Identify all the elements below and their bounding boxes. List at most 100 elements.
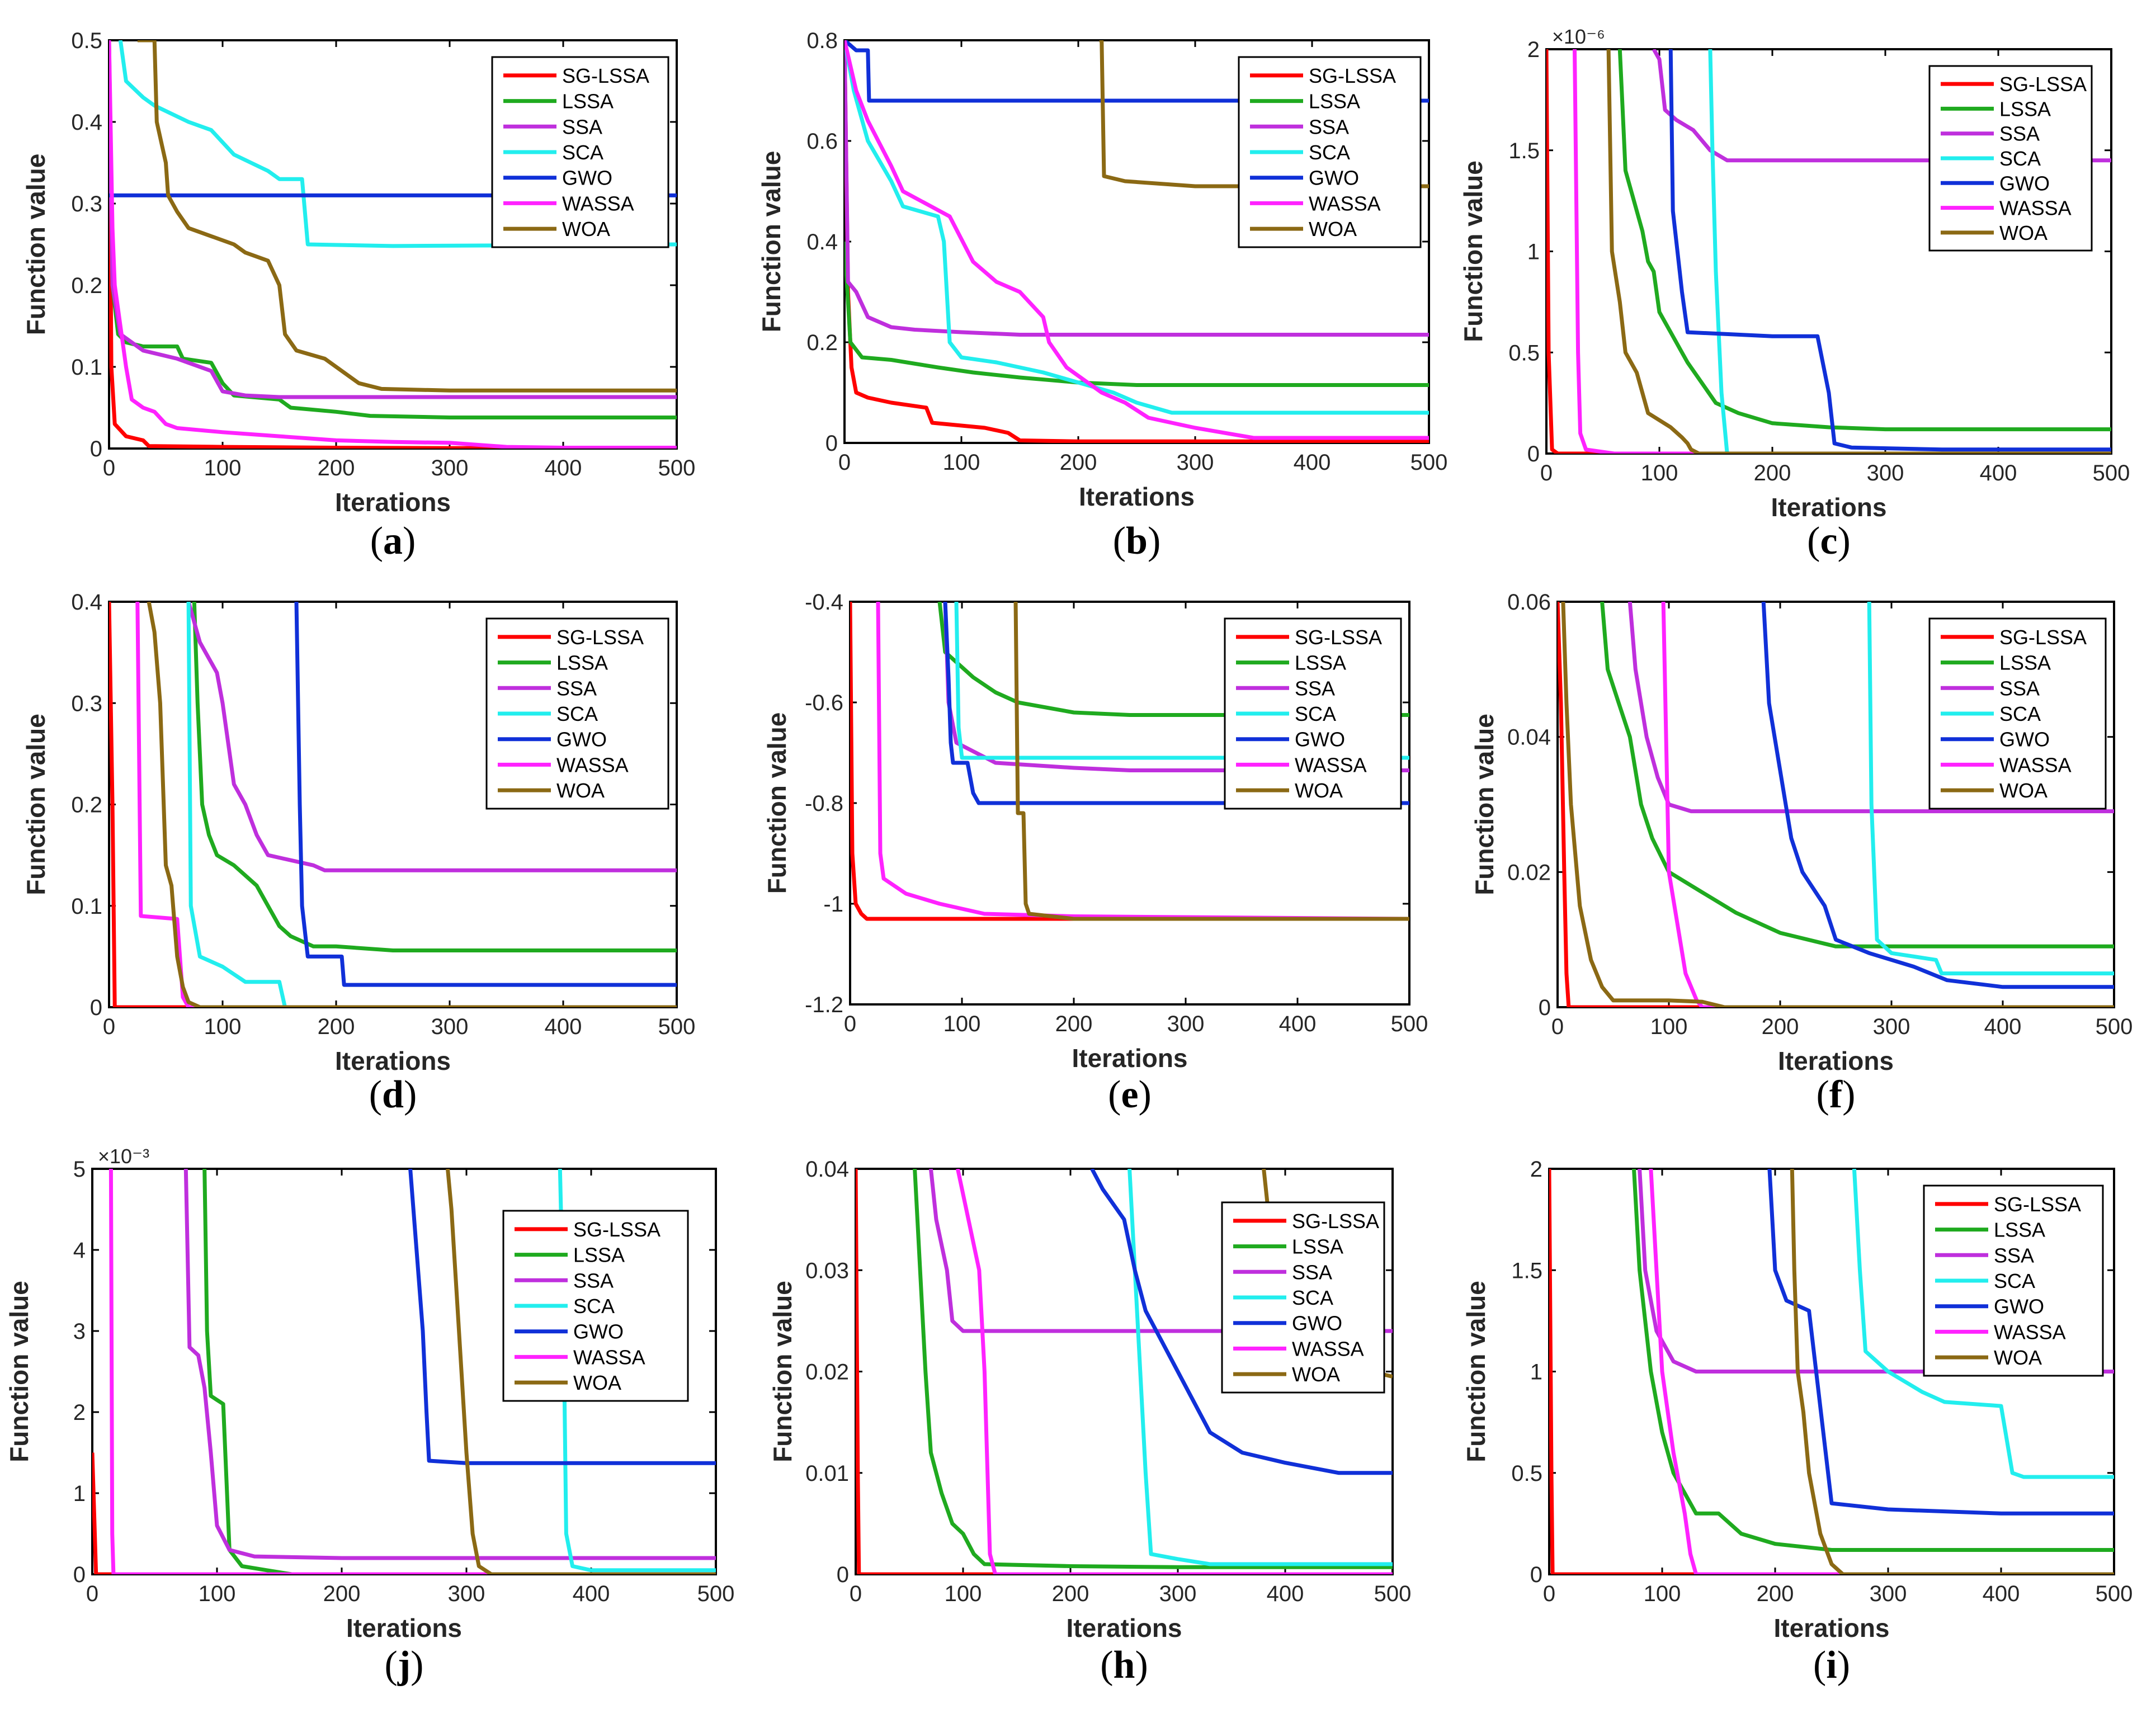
legend-entry: GWO: [573, 1320, 624, 1343]
series-line-sca: [1852, 1169, 2114, 1479]
panel-caption: (h): [1100, 1644, 1148, 1687]
x-tick-label: 100: [943, 1012, 981, 1036]
y-axis-label: Function value: [1470, 714, 1499, 895]
legend-entry: GWO: [1999, 728, 2050, 751]
series-line-sca: [1867, 602, 2114, 976]
y-axis-label: Function value: [762, 712, 791, 894]
series-line-woa: [1561, 602, 2114, 1007]
series-line-wassa: [845, 40, 1429, 440]
legend-entry: SCA: [1309, 141, 1350, 164]
y-tick-label: 0: [825, 431, 838, 456]
legend-entry: LSSA: [1295, 652, 1346, 674]
x-tick-label: 500: [1374, 1582, 1412, 1606]
x-tick-label: 500: [658, 456, 696, 480]
series-line-gwo: [294, 602, 677, 987]
chart-panel-b: 0 100 200 300 400 500 0 0.2 0.4 0.6 0.8 Iterations F…: [757, 29, 1447, 563]
x-tick-label: 400: [573, 1582, 610, 1606]
chart-panel-i: 0 100 200 300 400 500 0 0.5 1 1.5 2 Iterations Funct…: [1461, 1157, 2133, 1687]
series-line-gwo: [1090, 1169, 1393, 1475]
legend-entry: WOA: [562, 218, 610, 240]
legend-entry: SSA: [1292, 1261, 1332, 1283]
legend-entry: SCA: [1994, 1269, 2035, 1292]
series-line-wassa: [109, 40, 677, 449]
series-group: [92, 1169, 716, 1574]
legend-entry: WASSA: [1292, 1337, 1364, 1360]
legend-entry: WASSA: [1994, 1320, 2066, 1343]
y-tick-label: 0.5: [71, 29, 102, 53]
y-axis-label: Function value: [21, 154, 50, 336]
y-tick-label: 0: [73, 1563, 86, 1587]
x-tick-label: 500: [2096, 1582, 2133, 1606]
y-tick-label: 0.06: [1507, 590, 1551, 615]
y-tick-label: 0.1: [71, 355, 102, 380]
series-line-gwo: [845, 40, 1429, 103]
legend-box: [1238, 56, 1422, 248]
series-line-sg-lssa: [845, 40, 1429, 443]
series-line-ssa: [1652, 49, 2111, 163]
x-axis-label: Iterations: [335, 1046, 451, 1075]
x-tick-label: 400: [1984, 1014, 2022, 1039]
series-line-gwo: [943, 602, 1409, 805]
x-tick-label: 100: [943, 450, 980, 475]
y-axis-label: Function value: [1461, 1281, 1490, 1462]
series-line-woa: [1790, 1169, 2114, 1574]
legend-entry: GWO: [562, 167, 612, 190]
panel-caption: (d): [369, 1073, 417, 1116]
legend-entry: SCA: [1999, 147, 2041, 170]
series-line-wassa: [1661, 602, 2114, 1007]
y-tick-label: 0.01: [805, 1461, 849, 1486]
series-group: [109, 602, 677, 1007]
x-tick-label: 400: [545, 1014, 582, 1039]
panel-caption: (c): [1807, 520, 1851, 563]
x-tick-label: 500: [658, 1014, 696, 1039]
legend-entry: WASSA: [562, 192, 634, 215]
series-line-sg-lssa: [1549, 1169, 2114, 1574]
x-tick-label: 500: [1391, 1012, 1428, 1036]
legend-entry: LSSA: [1292, 1235, 1343, 1258]
series-line-sca: [845, 40, 1429, 415]
chart-panel-j: 0 100 200 300 400 500 0 1 2 3 4 5 ×10⁻³ Iterations Fun…: [4, 1145, 734, 1687]
series-line-sca: [1127, 1169, 1393, 1566]
series-line-lssa: [1600, 602, 2114, 948]
x-tick-label: 100: [1644, 1582, 1681, 1606]
series-line-woa: [1606, 49, 2111, 454]
x-tick-label: 100: [945, 1582, 982, 1606]
y-tick-label: -1: [823, 892, 843, 917]
y-tick-label: 2: [73, 1400, 86, 1425]
series-group: [845, 40, 1429, 443]
y-tick-label: 0: [1527, 442, 1540, 466]
y-tick-label: -1.2: [805, 993, 843, 1017]
legend-entry: GWO: [1309, 167, 1359, 190]
x-axis-label: Iterations: [346, 1613, 462, 1643]
x-tick-label: 300: [1873, 1014, 1910, 1039]
legend-entry: WOA: [1994, 1346, 2042, 1369]
series-line-wassa: [108, 1169, 716, 1574]
series-group: [109, 40, 677, 449]
series-line-gwo: [1668, 49, 2111, 452]
x-tick-label: 500: [2093, 461, 2130, 485]
y-axis-exponent: ×10⁻⁶: [1552, 25, 1605, 48]
x-tick-label: 0: [1543, 1582, 1555, 1606]
x-axis-label: Iterations: [335, 488, 451, 517]
x-tick-label: 0: [1551, 1014, 1564, 1039]
x-tick-label: 200: [1757, 1582, 1794, 1606]
series-line-wassa: [135, 602, 677, 1007]
legend-entry: WOA: [1309, 218, 1357, 240]
x-tick-label: 200: [1055, 1012, 1093, 1036]
legend-entry: SCA: [562, 141, 603, 164]
x-tick-label: 200: [318, 1014, 355, 1039]
y-tick-label: 0.2: [71, 273, 102, 298]
series-line-woa: [1013, 602, 1409, 921]
y-tick-label: 0.2: [806, 331, 838, 355]
series-line-gwo: [1761, 602, 2114, 989]
panel-caption: (j): [385, 1644, 424, 1687]
y-tick-label: 0.2: [71, 793, 102, 818]
series-line-woa: [147, 602, 677, 1007]
x-tick-label: 0: [103, 1014, 115, 1039]
